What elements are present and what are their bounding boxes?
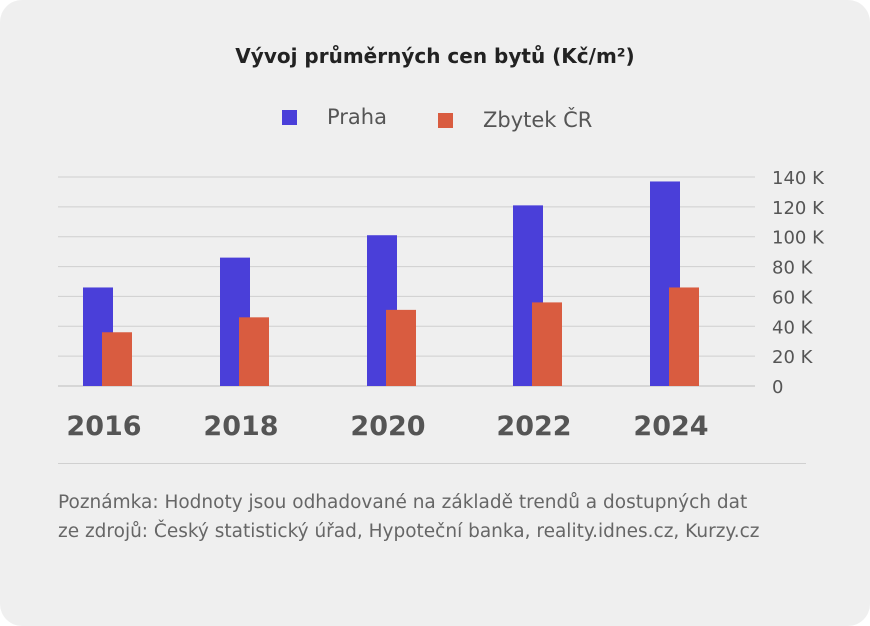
bar-zbytek-2018 bbox=[239, 317, 269, 386]
legend-label-praha: Praha bbox=[327, 105, 387, 129]
legend-item-praha: Praha bbox=[282, 105, 387, 129]
x-tick-label: 2024 bbox=[633, 411, 708, 442]
y-tick-label: 40 K bbox=[772, 317, 814, 338]
y-tick-label: 20 K bbox=[772, 347, 814, 368]
bar-chart: 0 20 K 40 K 60 K 80 K 100 K 120 K 140 K 2016 2018… bbox=[58, 168, 825, 442]
y-tick-label: 80 K bbox=[772, 258, 814, 279]
chart-title: Vývoj průměrných cen bytů (Kč/m²) bbox=[235, 44, 635, 68]
legend-swatch-zbytek bbox=[438, 112, 453, 128]
x-tick-label: 2016 bbox=[66, 411, 141, 442]
bar-zbytek-2016 bbox=[102, 332, 132, 386]
y-tick-label: 120 K bbox=[772, 198, 825, 219]
source-note: Poznámka: Hodnoty jsou odhadované na zák… bbox=[58, 488, 828, 546]
x-tick-label: 2020 bbox=[350, 411, 425, 442]
legend-label-zbytek: Zbytek ČR bbox=[483, 108, 593, 132]
y-tick-label: 140 K bbox=[772, 168, 825, 189]
x-tick-label: 2018 bbox=[203, 411, 278, 442]
divider bbox=[58, 463, 806, 464]
x-tick-label: 2022 bbox=[496, 411, 571, 442]
y-tick-label: 0 bbox=[772, 377, 783, 398]
note-line-2: ze zdrojů: Český statistický úřad, Hypot… bbox=[58, 521, 760, 542]
legend-swatch-praha bbox=[282, 109, 297, 125]
legend-item-zbytek: Zbytek ČR bbox=[438, 108, 592, 132]
bar-zbytek-2020 bbox=[386, 309, 416, 386]
note-line-1: Poznámka: Hodnoty jsou odhadované na zák… bbox=[58, 492, 748, 513]
bar-zbytek-2024 bbox=[669, 287, 699, 386]
y-tick-label: 60 K bbox=[772, 287, 814, 308]
bar-zbytek-2022 bbox=[532, 302, 562, 386]
y-tick-label: 100 K bbox=[772, 228, 825, 249]
